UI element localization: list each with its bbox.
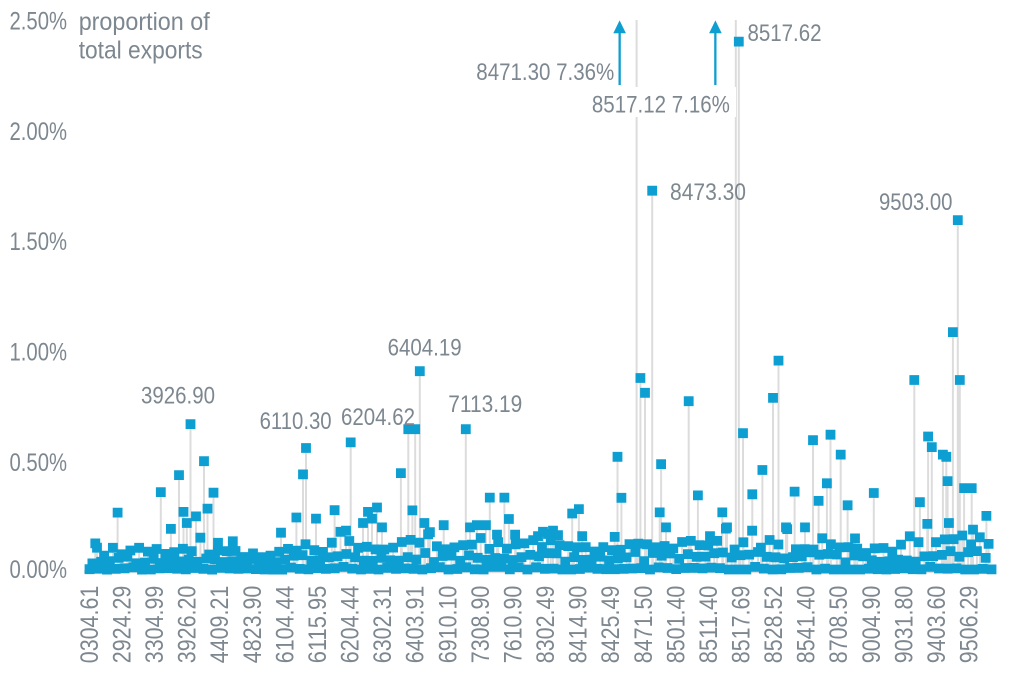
svg-text:9403.60: 9403.60 <box>923 586 951 664</box>
svg-text:4409.21: 4409.21 <box>206 586 234 664</box>
svg-text:3926.90: 3926.90 <box>141 383 215 410</box>
svg-text:7113.19: 7113.19 <box>448 391 522 418</box>
svg-text:8517.69: 8517.69 <box>728 586 756 664</box>
svg-text:3926.20: 3926.20 <box>174 586 202 664</box>
svg-text:2.00%: 2.00% <box>10 118 68 146</box>
svg-text:3304.99: 3304.99 <box>141 586 169 664</box>
svg-text:8517.12 7.16%: 8517.12 7.16% <box>592 92 730 119</box>
svg-text:0.50%: 0.50% <box>10 449 68 477</box>
svg-text:4823.90: 4823.90 <box>239 586 267 664</box>
svg-text:9503.00: 9503.00 <box>879 189 953 216</box>
svg-text:6204.62: 6204.62 <box>341 404 415 431</box>
svg-text:6302.31: 6302.31 <box>369 586 397 664</box>
svg-text:8302.49: 8302.49 <box>532 586 560 664</box>
svg-text:8473.30: 8473.30 <box>670 179 746 206</box>
svg-text:8414.90: 8414.90 <box>565 586 593 664</box>
svg-text:8528.52: 8528.52 <box>760 586 788 664</box>
svg-text:1.00%: 1.00% <box>10 339 68 367</box>
svg-text:6115.95: 6115.95 <box>304 586 332 664</box>
svg-text:1.50%: 1.50% <box>10 228 68 256</box>
svg-text:8471.50: 8471.50 <box>630 586 658 664</box>
svg-text:6110.30: 6110.30 <box>260 408 332 435</box>
svg-text:8501.40: 8501.40 <box>662 586 690 664</box>
svg-text:8708.50: 8708.50 <box>825 586 853 664</box>
svg-text:2924.29: 2924.29 <box>109 586 137 664</box>
svg-text:8425.49: 8425.49 <box>597 586 625 664</box>
svg-text:2.50%: 2.50% <box>10 8 68 36</box>
svg-text:6404.19: 6404.19 <box>388 334 462 361</box>
svg-text:6204.44: 6204.44 <box>337 586 365 664</box>
svg-text:6910.10: 6910.10 <box>434 586 462 664</box>
svg-text:9506.29: 9506.29 <box>956 586 984 664</box>
svg-text:8511.40: 8511.40 <box>695 586 723 664</box>
svg-text:8541.40: 8541.40 <box>793 586 821 664</box>
svg-text:8471.30 7.36%: 8471.30 7.36% <box>476 59 614 86</box>
svg-text:6104.44: 6104.44 <box>271 586 299 664</box>
svg-text:proportion of: proportion of <box>79 8 210 36</box>
svg-text:7610.90: 7610.90 <box>499 586 527 664</box>
svg-text:0304.61: 0304.61 <box>76 586 104 664</box>
svg-text:total exports: total exports <box>79 37 203 65</box>
svg-text:7308.90: 7308.90 <box>467 586 495 664</box>
svg-text:0.00%: 0.00% <box>10 556 68 584</box>
svg-text:9004.90: 9004.90 <box>858 586 886 664</box>
svg-text:9031.80: 9031.80 <box>890 586 918 664</box>
svg-text:6403.91: 6403.91 <box>402 586 430 664</box>
svg-text:8517.62: 8517.62 <box>748 20 822 47</box>
